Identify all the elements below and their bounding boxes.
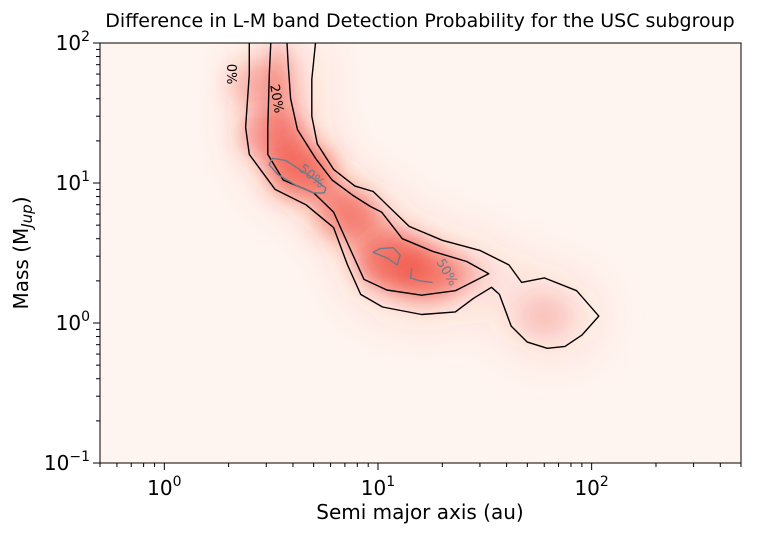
plot-frame bbox=[99, 42, 742, 464]
heat-spot bbox=[229, 60, 290, 110]
tick-label: 102 bbox=[574, 474, 608, 500]
tick-label: 100 bbox=[147, 474, 181, 500]
heat-spot bbox=[395, 249, 460, 301]
contour-label: 0% bbox=[223, 64, 238, 85]
heat-spot bbox=[239, 108, 305, 162]
y-axis-label: Mass (MJup) bbox=[9, 196, 36, 309]
y-axis: 10−1 100 101 102 bbox=[44, 29, 100, 475]
contour-20pct bbox=[267, 43, 490, 296]
tick-label: 100 bbox=[56, 309, 90, 335]
chart-title: Difference in L-M band Detection Probabi… bbox=[105, 10, 734, 32]
tick-label: 102 bbox=[56, 29, 90, 55]
x-axis: 100 101 102 bbox=[99, 463, 742, 500]
tick-label: 10−1 bbox=[44, 449, 90, 475]
y-axis-label-sub: Jup bbox=[18, 204, 36, 230]
heat-spot bbox=[517, 295, 572, 339]
contour-0pct bbox=[244, 43, 600, 349]
x-axis-label: Semi major axis (au) bbox=[316, 500, 523, 524]
heat-spot bbox=[312, 188, 377, 240]
tick-label: 101 bbox=[361, 474, 395, 500]
tick-label: 101 bbox=[56, 169, 90, 195]
contour-lines bbox=[244, 43, 600, 349]
y-axis-label-close: ) bbox=[9, 196, 33, 204]
contour-label: 20% bbox=[266, 83, 286, 114]
contour-50pct-b bbox=[372, 247, 401, 266]
contour-50pct-a bbox=[268, 157, 327, 194]
heat-halo bbox=[245, 43, 599, 349]
y-axis-label-main: Mass (M bbox=[9, 228, 33, 310]
contour-50pct-c bbox=[409, 268, 433, 284]
